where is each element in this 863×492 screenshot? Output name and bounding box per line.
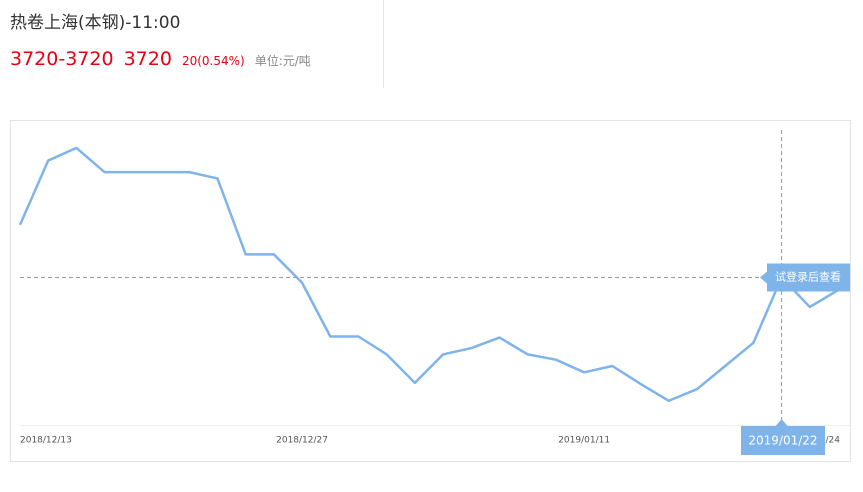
chart-frame bbox=[10, 120, 851, 462]
header: 热卷上海(本钢)-11:00 3720-3720 3720 20(0.54%) 单位:… bbox=[0, 0, 384, 88]
price: 3720 bbox=[123, 48, 172, 70]
x-tick-label: 2018/12/27 bbox=[276, 436, 328, 446]
x-tick-label: 2018/12/13 bbox=[20, 436, 72, 446]
unit: 单位:元/吨 bbox=[254, 54, 311, 68]
x-tick-label: 2019/01/11 bbox=[558, 436, 610, 446]
price-row: 3720-3720 3720 20(0.54%) 单位:元/吨 bbox=[10, 48, 311, 70]
date-box bbox=[741, 419, 825, 455]
price-range: 3720-3720 bbox=[10, 48, 114, 70]
date-label: 2019/01/22 bbox=[748, 434, 817, 448]
tooltip-text: 试登录后查看 bbox=[775, 270, 841, 284]
line bbox=[18, 146, 839, 403]
tooltip-box bbox=[760, 263, 850, 292]
change: 20(0.54%) bbox=[181, 54, 245, 68]
title: 热卷上海(本钢)-11:00 bbox=[10, 13, 181, 33]
